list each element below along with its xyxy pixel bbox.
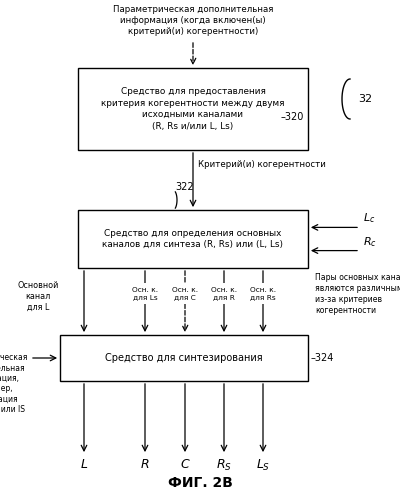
Text: $L_c$: $L_c$ bbox=[363, 212, 375, 226]
Bar bbox=[78, 210, 308, 268]
Text: 32: 32 bbox=[358, 94, 372, 104]
Text: Пары основных каналов
являются различными
из-за критериев
когерентности: Пары основных каналов являются различным… bbox=[315, 273, 400, 315]
Text: $L_S$: $L_S$ bbox=[256, 458, 270, 473]
Text: L: L bbox=[80, 458, 88, 471]
Text: 322: 322 bbox=[175, 182, 194, 192]
Text: Осн. к.
для R: Осн. к. для R bbox=[211, 287, 237, 300]
Text: $R_c$: $R_c$ bbox=[363, 235, 377, 249]
Text: Средство для синтезирования: Средство для синтезирования bbox=[105, 353, 263, 363]
Text: ФИГ. 2B: ФИГ. 2B bbox=[168, 476, 232, 490]
Text: Осн. к.
для С: Осн. к. для С bbox=[172, 287, 198, 300]
Text: $R_S$: $R_S$ bbox=[216, 458, 232, 473]
Text: Средство для предоставления
критерия когерентности между двумя
исходными каналам: Средство для предоставления критерия ког… bbox=[101, 87, 285, 131]
Text: R: R bbox=[141, 458, 149, 471]
Bar bbox=[78, 68, 308, 150]
Text: Основной
канал
для L: Основной канал для L bbox=[17, 281, 59, 312]
Text: Параметрическая
дополнительная
информация,
например,
информация
ICLD, ICTD или I: Параметрическая дополнительная информаци… bbox=[0, 353, 28, 414]
Text: –324: –324 bbox=[311, 353, 334, 363]
Bar bbox=[60, 335, 308, 381]
Text: Средство для определения основных
каналов для синтеза (R, Rs) или (L, Ls): Средство для определения основных канало… bbox=[102, 229, 284, 249]
Text: Параметрическая дополнительная
информация (когда включен(ы)
критерий(и) когерент: Параметрическая дополнительная информаци… bbox=[113, 5, 273, 36]
Text: Осн. к.
для Rs: Осн. к. для Rs bbox=[250, 287, 276, 300]
Text: Осн. к.
для Ls: Осн. к. для Ls bbox=[132, 287, 158, 300]
Text: C: C bbox=[181, 458, 189, 471]
Text: –320: –320 bbox=[281, 112, 304, 122]
Text: Критерий(и) когерентности: Критерий(и) когерентности bbox=[198, 160, 326, 169]
